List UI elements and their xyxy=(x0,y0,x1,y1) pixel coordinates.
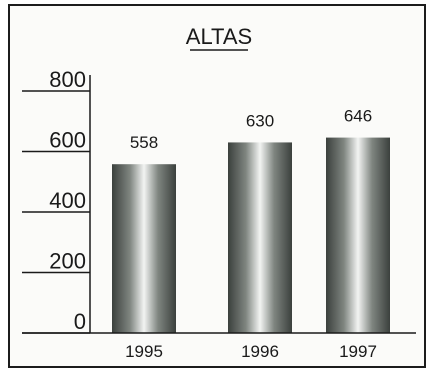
y-tick-label: 400 xyxy=(49,188,86,213)
y-tick-label: 0 xyxy=(74,309,86,334)
chart-frame: ALTAS 0 200 400 600 800 558 1995 630 1996 646 1997 xyxy=(8,4,426,368)
bar-value-label: 630 xyxy=(246,111,274,130)
bar xyxy=(228,142,292,333)
bar-chart: ALTAS 0 200 400 600 800 558 1995 630 1996 646 1997 xyxy=(22,24,416,361)
bar xyxy=(326,137,390,333)
x-category-label: 1995 xyxy=(125,342,163,361)
y-tick-label: 200 xyxy=(49,249,86,274)
x-category-label: 1996 xyxy=(241,342,279,361)
y-tick-label: 800 xyxy=(49,67,86,92)
x-category-label: 1997 xyxy=(339,342,377,361)
y-tick-label: 600 xyxy=(49,128,86,153)
bar-value-label: 558 xyxy=(130,133,158,152)
bar-value-label: 646 xyxy=(344,107,372,126)
bar xyxy=(112,164,176,333)
plot-area: 0 200 400 600 800 558 1995 630 1996 646 1997 xyxy=(22,67,416,361)
chart-title: ALTAS xyxy=(186,24,252,49)
